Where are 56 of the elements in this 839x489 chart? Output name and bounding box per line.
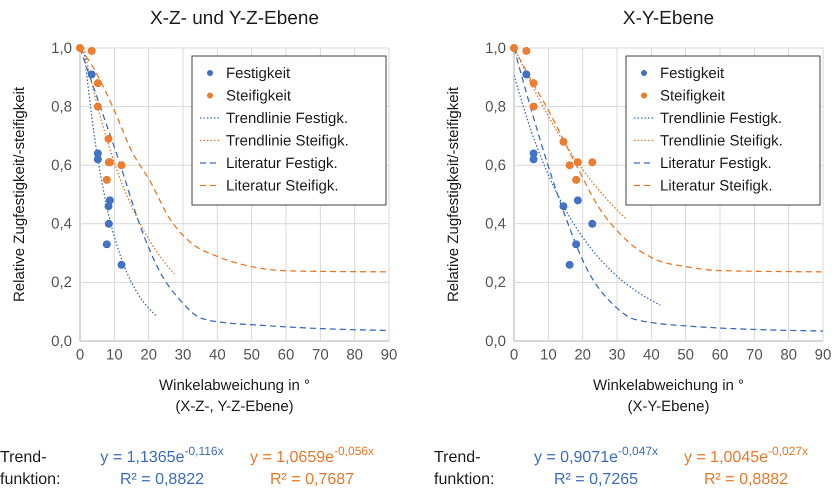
x-tick-label: 90 [380, 346, 398, 364]
x-tick-label: 50 [677, 346, 694, 364]
x-tick-label: 20 [574, 346, 592, 364]
legend-label: Literatur Festigk. [660, 155, 772, 172]
y-axis-title: Relative Zugfestigkeit/-steifigkeit [11, 86, 28, 302]
legend-label: Trendlinie Festigk. [660, 110, 782, 127]
y-tick-label: 1,0 [51, 40, 72, 57]
x-tick-label: 60 [712, 346, 728, 364]
chart-title: X-Z- und Y-Z-Ebene [150, 8, 319, 29]
chart-title: X-Y-Ebene [622, 8, 714, 29]
y-tick-label: 0,8 [51, 98, 72, 116]
y-tick-label: 0,0 [485, 332, 506, 350]
text: Trend- funktion: [434, 449, 494, 488]
x-tick-label: 10 [106, 346, 123, 364]
x-tick-label: 60 [278, 346, 294, 364]
text: y = 1,1365e$^{-0,116x}$ R² = 0,8822 [100, 444, 224, 488]
x-tick-label: 30 [174, 346, 192, 364]
x-axis-title: Winkelabweichung in ° (X-Z-, Y-Z-Ebene) [158, 377, 310, 415]
legend-label: Festigkeit [226, 65, 292, 82]
legend-label: Literatur Festigk. [226, 155, 338, 172]
y-tick-label: 0,6 [485, 157, 506, 174]
x-tick-label: 40 [642, 346, 660, 364]
x-tick-label: 70 [312, 346, 329, 364]
y-tick-label: 0,2 [485, 274, 506, 292]
x-tick-label: 0 [510, 346, 518, 364]
x-tick-label: 0 [76, 346, 84, 364]
y-tick-label: 0,2 [51, 274, 72, 292]
legend-label: Steifigkeit [226, 88, 292, 104]
text: y = 0,9071e$^{-0,047x}$ R² = 0,7265 [534, 444, 658, 488]
text: Trend- funktion: [0, 449, 60, 488]
x-tick-label: 80 [780, 346, 798, 364]
legend-label: Trendlinie Steifigk. [660, 132, 783, 150]
legend-label: Literatur Steifigk. [226, 178, 339, 194]
x-tick-label: 80 [346, 346, 364, 364]
x-tick-label: 50 [243, 346, 260, 364]
y-tick-label: 0,0 [51, 332, 72, 350]
y-tick-label: 0,4 [51, 216, 72, 233]
y-tick-label: 1,0 [485, 40, 506, 57]
x-axis-title: Winkelabweichung in ° (X-Y-Ebene) [592, 377, 744, 415]
x-tick-label: 20 [140, 346, 158, 364]
text: y = 1,0045e$^{-0,027x}$ R² = 0,8882 [684, 444, 808, 488]
x-tick-label: 90 [814, 346, 832, 364]
y-tick-label: 0,8 [485, 98, 506, 116]
legend-label: Trendlinie Steifigk. [226, 132, 349, 150]
legend-label: Literatur Steifigk. [660, 178, 773, 194]
x-tick-label: 70 [746, 346, 763, 364]
y-tick-label: 0,6 [51, 157, 72, 174]
legend-label: Festigkeit [660, 65, 726, 82]
legend-label: Trendlinie Festigk. [226, 110, 348, 127]
x-tick-label: 30 [608, 346, 626, 364]
text: y = 1,0659e$^{-0,056x}$ R² = 0,7687 [250, 444, 374, 488]
x-tick-label: 10 [540, 346, 557, 364]
legend-label: Steifigkeit [660, 88, 726, 104]
y-axis-title: Relative Zugfestigkeit/-steifigkeit [445, 86, 462, 302]
y-tick-label: 0,4 [485, 216, 506, 233]
x-tick-label: 40 [208, 346, 226, 364]
